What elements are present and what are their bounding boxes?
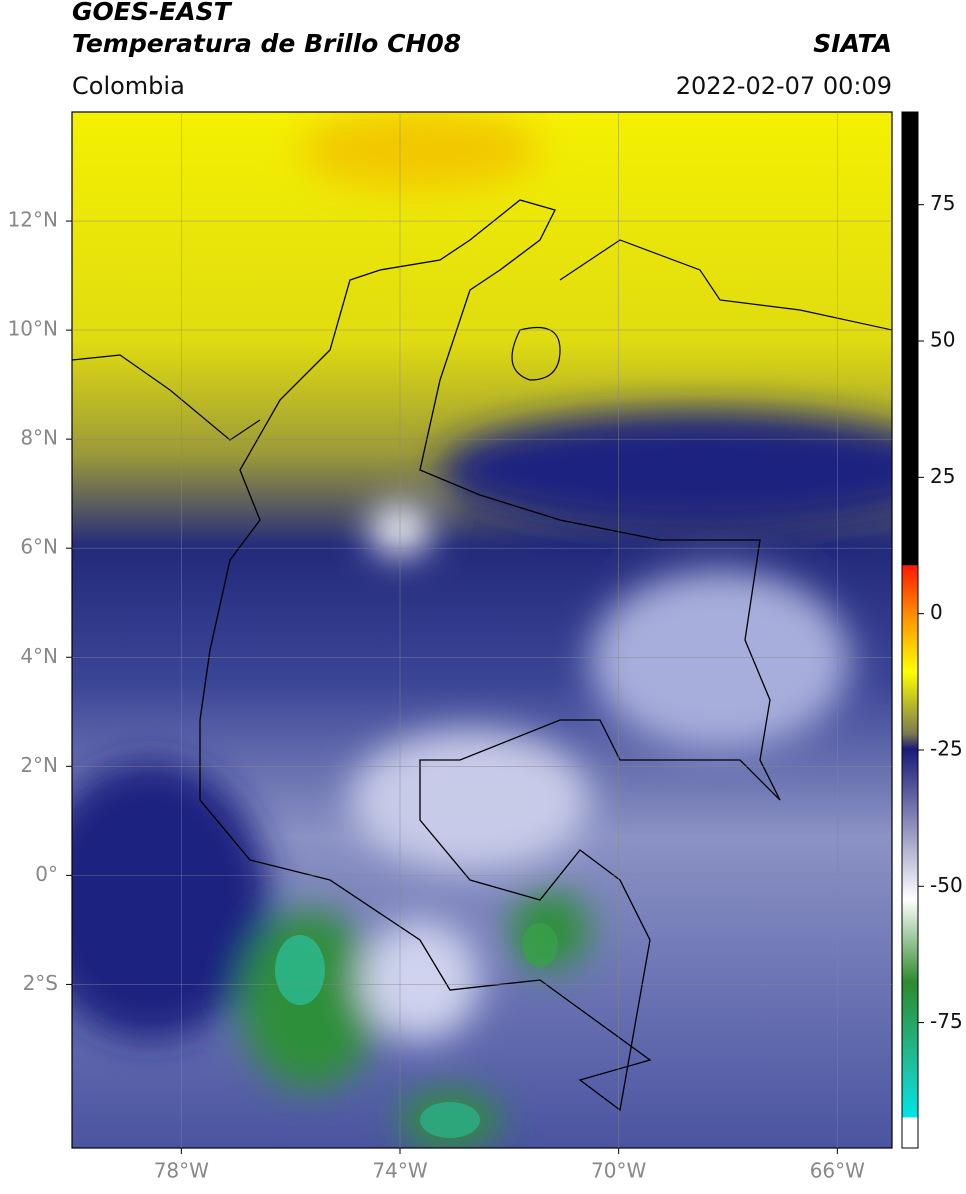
satellite-image (72, 112, 892, 1148)
title-line2: Temperatura de Brillo CH08 (72, 29, 461, 58)
colorbar-tick-label: -25 (930, 736, 963, 760)
colorbar-tick-label: 0 (930, 600, 943, 624)
colorbar-tick-label: 50 (930, 328, 955, 352)
colorbar-tick-label: 75 (930, 191, 955, 215)
x-tick-label: 70°W (591, 1159, 646, 1183)
datetime: 2022-02-07 00:09 (676, 72, 892, 100)
source: SIATA (813, 29, 892, 58)
x-tick-label: 78°W (154, 1159, 209, 1183)
y-tick-label: 4°N (20, 644, 58, 668)
x-tick-label: 74°W (372, 1159, 427, 1183)
colorbar (901, 111, 919, 1149)
region: Colombia (72, 72, 185, 100)
map-frame (71, 111, 893, 1149)
y-tick-label: 8°N (20, 426, 58, 450)
y-tick-label: 10°N (8, 317, 58, 341)
colorbar-tick-label: -50 (930, 873, 963, 897)
title-line1: GOES-EAST (72, 0, 233, 26)
colorbar-tick-label: 25 (930, 464, 955, 488)
colorbar-tick-label: -75 (930, 1009, 963, 1033)
y-tick-label: 6°N (20, 535, 58, 559)
y-tick-label: 2°S (23, 971, 58, 995)
y-tick-label: 2°N (20, 753, 58, 777)
y-tick-label: 0° (35, 862, 58, 886)
y-tick-label: 12°N (8, 208, 58, 232)
x-tick-label: 66°W (810, 1159, 865, 1183)
